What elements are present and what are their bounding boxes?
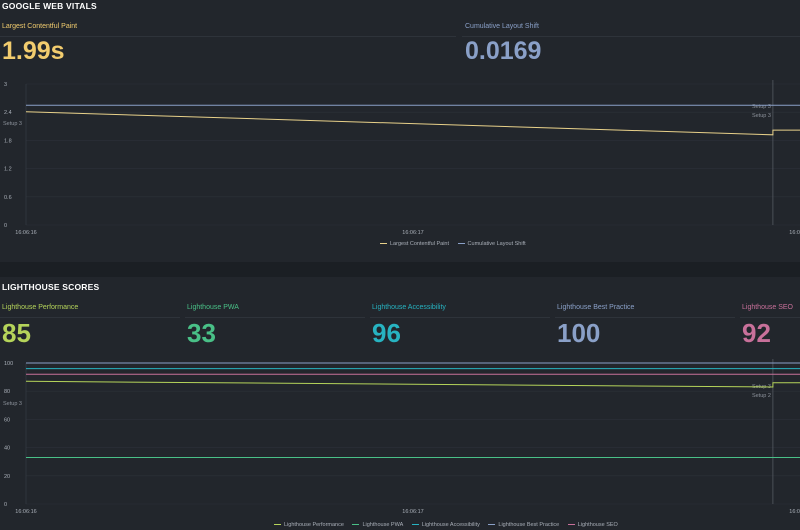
cls-stat[interactable]: Cumulative Layout Shift 0.0169 xyxy=(465,22,795,72)
series-line xyxy=(25,380,800,388)
x-tick-label: 16:06:16 xyxy=(15,230,36,236)
accessibility-stat[interactable]: Lighthouse Accessibility 96 xyxy=(372,303,547,353)
accessibility-label: Lighthouse Accessibility xyxy=(372,304,446,311)
x-tick-label: 16:06:16 xyxy=(15,509,36,515)
x-tick-label: 16:06:18 xyxy=(789,230,800,236)
lcp-value: 1.99s xyxy=(2,37,65,65)
best-practice-stat[interactable]: Lighthouse Best Practice 100 xyxy=(557,303,732,353)
legend-item-cls[interactable]: Cumulative Layout Shift xyxy=(457,241,526,247)
divider xyxy=(185,317,365,318)
marker-label: Setup 2 xyxy=(752,393,771,399)
seo-stat[interactable]: Lighthouse SEO 92 xyxy=(742,303,800,353)
y-tick-label: 1.8 xyxy=(4,138,12,144)
marker-label: Setup 3 xyxy=(752,104,771,110)
web-vitals-legend: Largest Contentful Paint Cumulative Layo… xyxy=(380,241,533,247)
legend-label: Largest Contentful Paint xyxy=(390,241,450,247)
left-annotation: Setup 3 xyxy=(3,121,22,127)
legend-label: Lighthouse Performance xyxy=(284,522,344,528)
lighthouse-legend: Lighthouse Performance Lighthouse PWA Li… xyxy=(274,522,625,528)
y-tick-label: 80 xyxy=(4,389,10,395)
web-vitals-title: GOOGLE WEB VITALS xyxy=(2,1,97,11)
legend-label: Lighthouse Accessibility xyxy=(421,522,480,528)
divider xyxy=(0,317,180,318)
y-tick-label: 3 xyxy=(4,82,7,88)
x-tick-label: 16:06:17 xyxy=(402,230,423,236)
y-tick-label: 60 xyxy=(4,417,10,423)
legend-item-performance[interactable]: Lighthouse Performance xyxy=(274,522,344,528)
y-tick-label: 0.6 xyxy=(4,195,12,201)
divider xyxy=(370,317,550,318)
legend-label: Cumulative Layout Shift xyxy=(467,241,526,247)
series-line xyxy=(25,111,800,136)
divider xyxy=(0,36,456,37)
legend-item-best-practice[interactable]: Lighthouse Best Practice xyxy=(488,522,559,528)
performance-label: Lighthouse Performance xyxy=(2,304,79,311)
left-annotation: Setup 3 xyxy=(3,401,22,407)
y-tick-label: 2.4 xyxy=(4,110,12,116)
cls-value: 0.0169 xyxy=(465,37,542,65)
pwa-label: Lighthouse PWA xyxy=(187,304,239,311)
legend-item-seo[interactable]: Lighthouse SEO xyxy=(567,522,618,528)
cls-label: Cumulative Layout Shift xyxy=(465,23,539,30)
divider xyxy=(462,36,800,37)
legend-label: Lighthouse Best Practice xyxy=(498,522,560,528)
lighthouse-title: LIGHTHOUSE SCORES xyxy=(2,282,100,292)
legend-label: Lighthouse SEO xyxy=(577,522,618,528)
lighthouse-chart[interactable]: 0 20 40 60 80 100 16:06:16 16:06:17 16:06:18 Setu… xyxy=(0,357,800,517)
x-tick-label: 16:06:18 xyxy=(789,509,800,515)
web-vitals-chart[interactable]: 0 0.6 1.2 1.8 2.4 3 16:06:16 16:06:17 16:06:18 Se… xyxy=(0,78,800,238)
x-tick-label: 16:06:17 xyxy=(402,509,423,515)
legend-label: Lighthouse PWA xyxy=(362,522,404,528)
lighthouse-panel: LIGHTHOUSE SCORES Lighthouse Performance… xyxy=(0,277,800,530)
accessibility-value: 96 xyxy=(372,318,401,348)
y-tick-label: 1.2 xyxy=(4,167,12,173)
legend-item-pwa[interactable]: Lighthouse PWA xyxy=(352,522,403,528)
pwa-stat[interactable]: Lighthouse PWA 33 xyxy=(187,303,362,353)
lcp-label: Largest Contentful Paint xyxy=(2,23,78,30)
legend-item-accessibility[interactable]: Lighthouse Accessibility xyxy=(411,522,480,528)
performance-value: 85 xyxy=(2,318,31,348)
performance-stat[interactable]: Lighthouse Performance 85 xyxy=(2,303,177,353)
y-tick-label: 20 xyxy=(4,474,10,480)
best-practice-label: Lighthouse Best Practice xyxy=(557,304,635,311)
legend-item-lcp[interactable]: Largest Contentful Paint xyxy=(380,241,449,247)
web-vitals-panel: GOOGLE WEB VITALS Largest Contentful Pai… xyxy=(0,0,800,262)
best-practice-value: 100 xyxy=(557,318,601,348)
lcp-stat[interactable]: Largest Contentful Paint 1.99s xyxy=(2,22,452,72)
divider xyxy=(740,317,800,318)
divider xyxy=(555,317,735,318)
marker-label: Setup 3 xyxy=(752,113,771,119)
y-tick-label: 100 xyxy=(4,361,13,367)
y-tick-label: 0 xyxy=(4,223,7,229)
seo-label: Lighthouse SEO xyxy=(742,304,793,311)
y-tick-label: 0 xyxy=(4,502,7,508)
seo-value: 92 xyxy=(742,318,771,348)
pwa-value: 33 xyxy=(187,318,216,348)
y-tick-label: 40 xyxy=(4,446,10,452)
